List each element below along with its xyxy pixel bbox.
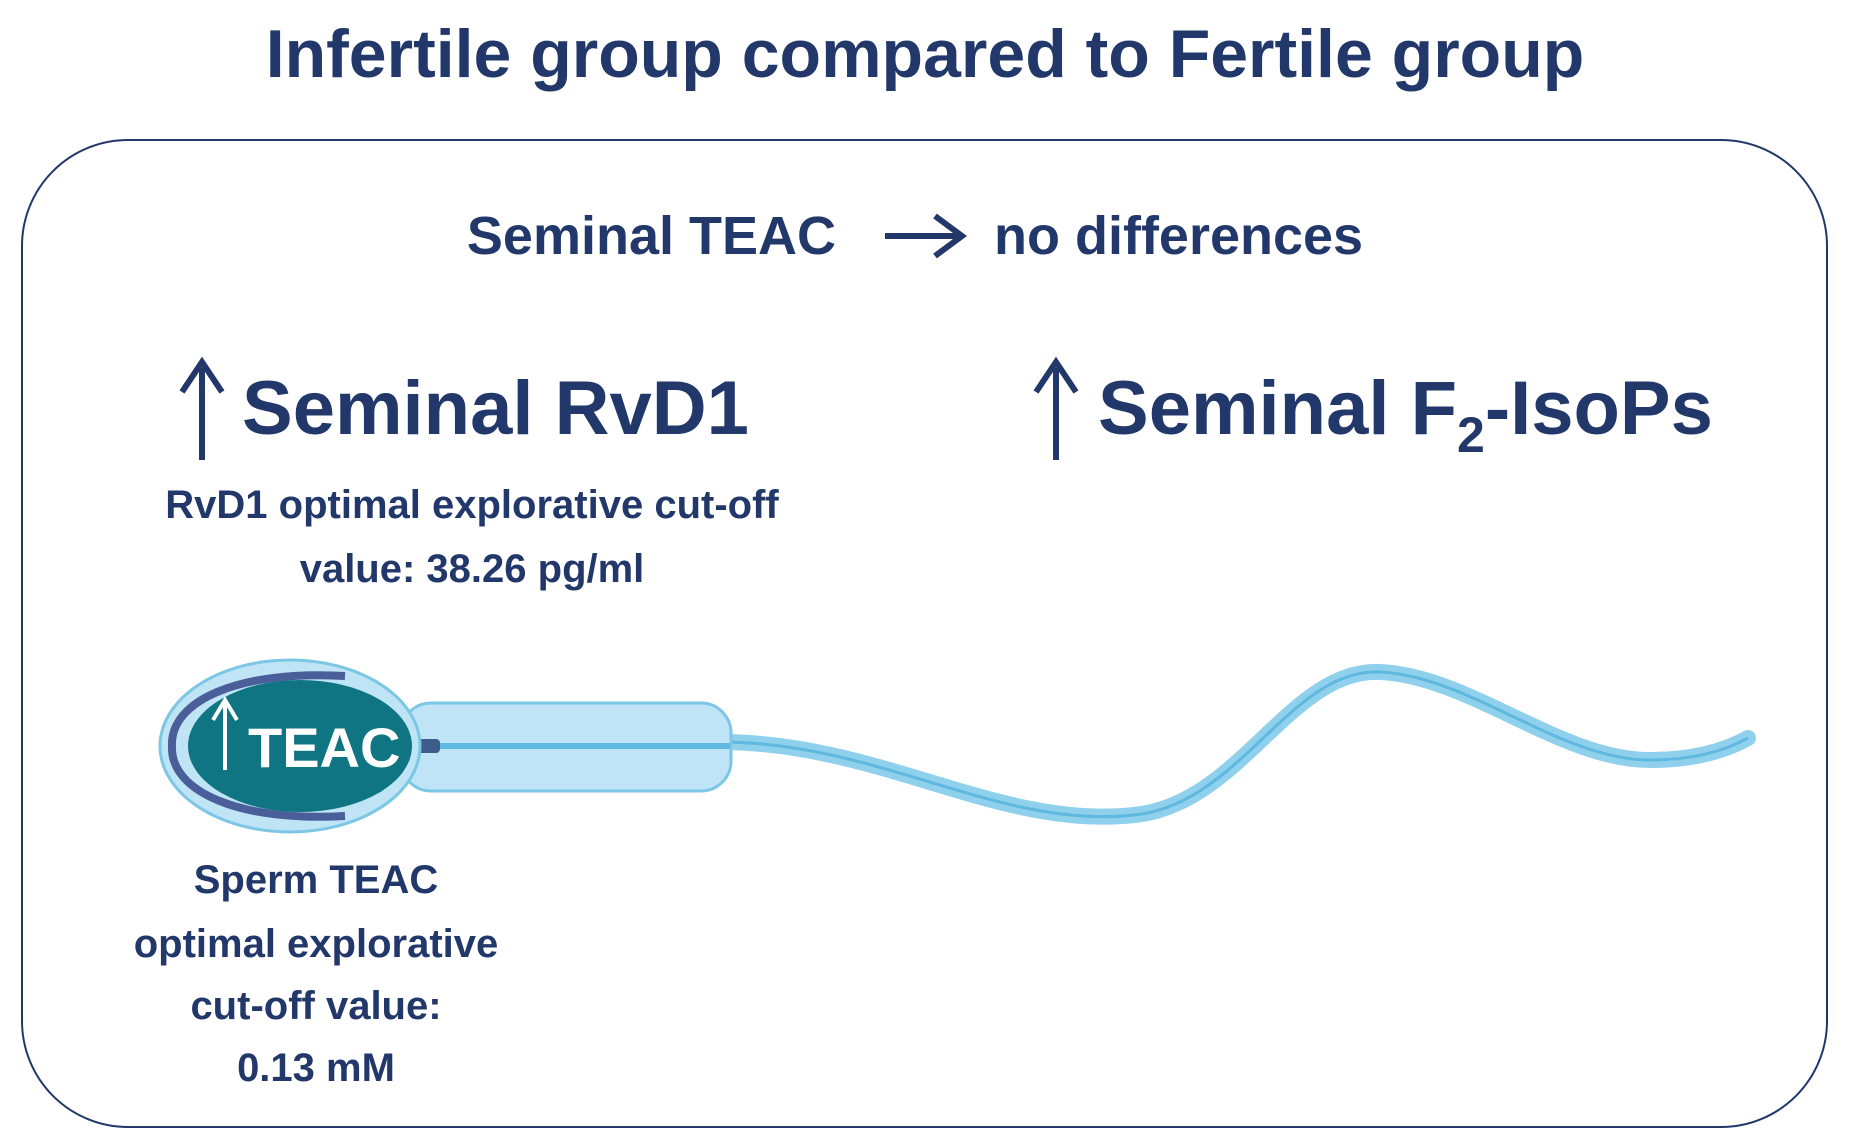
frame: [21, 139, 1828, 1128]
teac-label: Seminal TEAC: [467, 206, 836, 266]
nucleus: [188, 680, 412, 812]
tail-core: [719, 670, 1749, 819]
sperm: TEAC: [158, 658, 1756, 834]
up-arrow: [211, 696, 239, 770]
subscript: 2: [1457, 407, 1485, 463]
sperm-cutoff: 0.13 mM: [237, 1046, 395, 1090]
up-arrow: [179, 356, 225, 460]
rvd1-label: Seminal RvD1: [242, 366, 749, 451]
label-part: -IsoPs: [1485, 366, 1713, 451]
acrosome: [167, 671, 346, 821]
arrow: [885, 213, 968, 259]
sperm-cutoff: cut-off value:: [190, 984, 441, 1028]
teac-result: no differences: [994, 206, 1363, 266]
rvd1-cutoff: value: 38.26 pg/ml: [300, 547, 645, 591]
up-arrow: [1033, 356, 1079, 460]
sperm-cutoff: Sperm TEAC: [194, 858, 439, 902]
label-part: Seminal F: [1098, 366, 1457, 451]
tail: [712, 663, 1756, 825]
isops-label: Seminal F2-IsoPs: [1098, 366, 1713, 463]
rvd1-cutoff: RvD1 optimal explorative cut-off: [165, 483, 779, 527]
head-label: TEAC: [248, 716, 400, 779]
sperm-cutoff: optimal explorative: [134, 922, 499, 966]
title: Infertile group compared to Fertile grou…: [266, 16, 1585, 92]
